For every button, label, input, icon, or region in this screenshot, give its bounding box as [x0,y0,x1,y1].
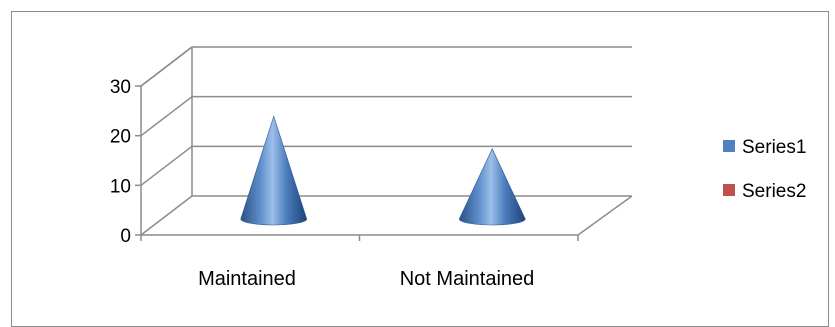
category-label: Not Maintained [400,268,535,290]
floor-right-edge [577,195,633,236]
side-wall-gridline [140,96,193,137]
chart-walls [140,46,633,236]
side-wall-gridline [140,145,193,186]
x-axis-labels: Maintained Not Maintained [198,268,534,290]
category-label: Maintained [198,268,296,290]
x-axis-ticks [140,235,579,241]
side-wall-gridline [140,46,193,87]
cone-chart: 0 10 20 30 Maintained Not Maintained Series… [110,46,806,290]
y-tick-label: 10 [110,176,131,197]
legend-label-series2: Series2 [742,181,806,202]
cone-series [240,115,526,226]
cone-bar [458,148,526,226]
y-axis-ticks: 0 10 20 30 [110,77,141,247]
y-tick-label: 20 [110,127,131,148]
y-tick-label: 30 [110,77,131,98]
legend-label-series1: Series1 [742,137,806,158]
legend-swatch-series1 [723,140,735,152]
gridlines [140,46,632,236]
cone-bar [240,115,308,226]
y-tick-label: 0 [120,226,131,247]
legend-swatch-series2 [723,184,735,196]
floor-left-edge [140,195,193,236]
chart-area [11,11,829,327]
legend: Series1 Series2 [723,137,806,202]
